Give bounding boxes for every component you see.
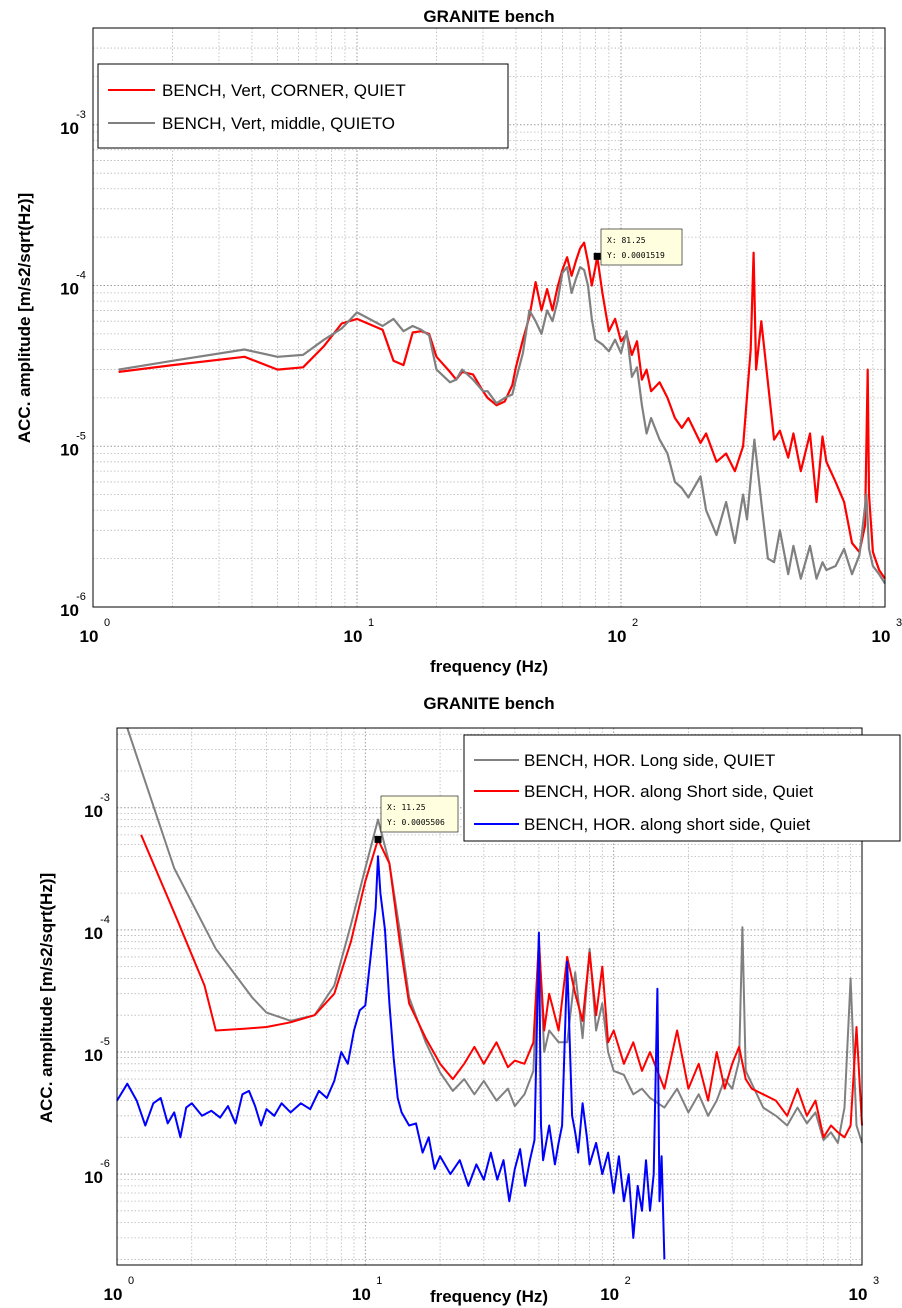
- y-tick-exponent: -5: [100, 1036, 110, 1048]
- x-tick-label: 10: [600, 1285, 619, 1304]
- x-tick-exponent: 3: [873, 1275, 879, 1287]
- series-line-2: [116, 855, 666, 1260]
- y-tick-label: 10: [84, 924, 103, 943]
- datatip: X: 11.25 Y: 0.0005506: [374, 795, 459, 843]
- legend-label-corner: BENCH, Vert, CORNER, QUIET: [162, 81, 406, 100]
- plot-frame: [92, 27, 886, 608]
- y-tick-labels: 10-610-510-410-3: [60, 109, 86, 620]
- chart-title: GRANITE bench: [423, 7, 554, 26]
- series-lines: [118, 241, 886, 585]
- y-tick-exponent: -5: [76, 430, 86, 442]
- y-tick-exponent: -6: [76, 591, 86, 603]
- x-tick-label: 10: [608, 627, 627, 646]
- x-tick-label: 10: [344, 627, 363, 646]
- x-tick-exponent: 3: [896, 617, 902, 629]
- datatip-box: [600, 228, 683, 266]
- y-tick-label: 10: [84, 1046, 103, 1065]
- y-tick-exponent: -3: [76, 109, 86, 121]
- legend: BENCH, HOR. Long side, QUIET BENCH, HOR.…: [463, 734, 901, 842]
- y-tick-label: 10: [60, 440, 79, 459]
- x-tick-exponent: 2: [632, 617, 638, 629]
- plot-frame: [116, 727, 863, 1266]
- datatip: X: 81.25 Y: 0.0001519: [593, 228, 683, 266]
- series-line-1: [118, 266, 886, 585]
- x-tick-label: 10: [849, 1285, 868, 1304]
- x-tick-label: 10: [872, 627, 891, 646]
- datatip-x: X: 11.25: [387, 803, 426, 812]
- legend-label-short-red: BENCH, HOR. along Short side, Quiet: [524, 782, 813, 801]
- x-tick-label: 10: [104, 1285, 123, 1304]
- datatip-x: X: 81.25: [607, 236, 646, 245]
- y-tick-exponent: -4: [100, 914, 110, 926]
- x-axis-label: frequency (Hz): [430, 1287, 548, 1306]
- legend: BENCH, Vert, CORNER, QUIET BENCH, Vert, …: [97, 63, 509, 149]
- legend-box: [463, 734, 901, 842]
- x-tick-exponent: 2: [625, 1275, 631, 1287]
- y-tick-exponent: -4: [76, 270, 86, 282]
- x-tick-labels: 10 0 10 1 10 2 10 3: [80, 617, 902, 646]
- x-tick-label: 10: [352, 1285, 371, 1304]
- datatip-box: [380, 795, 459, 833]
- datatip-y: Y: 0.0001519: [607, 251, 665, 260]
- legend-label-long: BENCH, HOR. Long side, QUIET: [524, 751, 775, 770]
- y-tick-label: 10: [60, 119, 79, 138]
- series-line-0: [118, 241, 886, 580]
- y-tick-label: 10: [84, 802, 103, 821]
- datatip-y: Y: 0.0005506: [387, 818, 445, 827]
- y-axis-label: ACC. amplitude [m/s2/sqrt(Hz)]: [15, 193, 34, 443]
- datatip-marker: [593, 252, 601, 260]
- x-tick-exponent: 1: [368, 617, 374, 629]
- y-tick-exponent: -6: [100, 1158, 110, 1170]
- legend-label-middle: BENCH, Vert, middle, QUIETO: [162, 114, 395, 133]
- series-line-1: [140, 834, 863, 1139]
- x-tick-label: 10: [80, 627, 99, 646]
- datatip-marker: [374, 835, 382, 843]
- x-tick-exponent: 0: [104, 617, 110, 629]
- y-tick-label: 10: [84, 1168, 103, 1187]
- legend-box: [97, 63, 509, 149]
- x-axis-label: frequency (Hz): [430, 657, 548, 676]
- y-axis-label: ACC. amplitude [m/s2/sqrt(Hz)]: [37, 873, 56, 1123]
- y-tick-labels: 10-610-510-410-3: [84, 792, 110, 1187]
- series-lines: [116, 727, 863, 1260]
- chart-title: GRANITE bench: [423, 694, 554, 713]
- x-tick-labels: 10 0 10 1 10 2 10 3: [104, 1275, 880, 1304]
- y-tick-exponent: -3: [100, 792, 110, 804]
- x-tick-exponent: 0: [128, 1275, 134, 1287]
- y-tick-label: 10: [60, 601, 79, 620]
- y-tick-label: 10: [60, 280, 79, 299]
- legend-label-short-blue: BENCH, HOR. along short side, Quiet: [524, 815, 811, 834]
- x-tick-exponent: 1: [376, 1275, 382, 1287]
